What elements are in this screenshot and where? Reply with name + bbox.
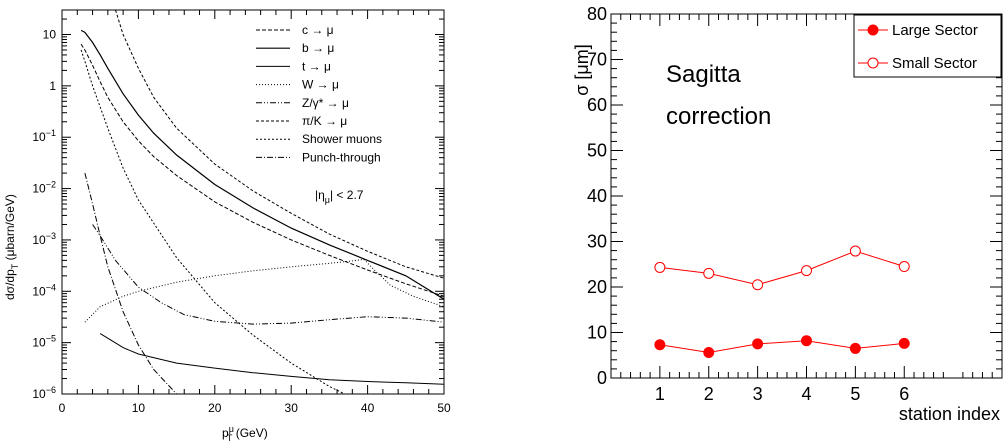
eta-cut-annotation: |ημ| < 2.7 [315, 188, 364, 205]
legend-marker-1 [867, 57, 879, 69]
series-line-7 [84, 172, 177, 394]
y-tick-label: 30 [587, 232, 607, 252]
y-tick-label: 0 [597, 368, 607, 388]
data-point [898, 337, 910, 349]
legend: c → μ b → μ t → μ W → μ Z/γ* → μ π/K → μ Showe… [256, 23, 382, 164]
legend-label-1: b → μ [302, 41, 334, 55]
legend-label-7: Punch-through [302, 150, 381, 164]
chart-title-line-2: correction [666, 103, 771, 130]
axes: 0 10 20 30 40 50 10 1 10−1 10−2 10−3 10−4 10−5 10−6 [32, 9, 451, 415]
series-line-3 [84, 258, 444, 323]
legend-label-3: W → μ [302, 78, 339, 92]
legend-label-5: π/K → μ [302, 114, 347, 128]
data-point [801, 335, 812, 347]
y-tick-label: 60 [587, 95, 607, 115]
chart-title-line-1: Sagitta [666, 61, 741, 88]
y-tick-label: 10 [587, 323, 607, 343]
sagitta-correction-chart: 0 10 20 30 40 50 60 70 80 1 2 3 4 5 6 Sagitta correcti… [572, 4, 1003, 424]
x-tick-label: 5 [850, 384, 860, 404]
series-line-6 [80, 49, 345, 394]
y-tick-label: 10−2 [32, 180, 56, 196]
x-axis-label: pμ T (GeV) [222, 424, 268, 443]
data-point [752, 279, 764, 291]
data-point [849, 245, 861, 257]
y-tick-label: 10 [43, 28, 57, 42]
series-markers [654, 245, 910, 359]
x-tick-label: 2 [704, 384, 714, 404]
data-point [703, 347, 715, 359]
data-point [849, 342, 861, 354]
series-line-4 [92, 224, 444, 325]
x-tick-label: 20 [208, 401, 222, 415]
data-point [752, 338, 764, 350]
legend-label-0: c → μ [302, 23, 334, 37]
series-line-1 [659, 250, 905, 286]
legend-label-0: Large Sector [892, 22, 978, 39]
y-tick-label: 10−1 [32, 128, 56, 144]
x-tick-label: 3 [753, 384, 763, 404]
axes: 0 10 20 30 40 50 60 70 80 1 2 3 4 5 6 [587, 4, 1002, 404]
y-tick-label: 80 [587, 4, 607, 24]
x-tick-label: 6 [899, 384, 909, 404]
y-tick-label: 10−4 [32, 282, 56, 298]
legend: Large Sector Small Sector [853, 14, 1002, 78]
series-line-5 [115, 10, 444, 279]
y-tick-label: 20 [587, 277, 607, 297]
legend-label-4: Z/γ* → μ [302, 96, 349, 110]
y-tick-label: 10−3 [32, 231, 56, 247]
y-tick-label: 70 [587, 50, 607, 70]
y-tick-label: 10−5 [32, 334, 56, 350]
x-tick-label: 50 [437, 401, 451, 415]
y-axis-label: σ [μm] [572, 44, 592, 95]
legend-label-6: Shower muons [302, 132, 382, 146]
x-tick-label: 1 [655, 384, 665, 404]
y-tick-label: 1 [49, 79, 56, 93]
plot-frame [61, 9, 445, 395]
data-point [703, 267, 715, 279]
legend-marker-0 [867, 24, 879, 36]
legend-label-2: t → μ [302, 59, 331, 73]
x-tick-label: 40 [361, 401, 375, 415]
series-line-2 [99, 333, 444, 385]
y-tick-label: 50 [587, 141, 607, 161]
series-line-1 [80, 29, 444, 300]
data-point [898, 261, 910, 273]
muon-spectrum-chart: 0 10 20 30 40 50 10 1 10−1 10−2 10−3 10−4 10−5 10−6 c… [3, 9, 451, 443]
data-point [654, 261, 666, 273]
series-line-0 [80, 43, 444, 297]
series-line-0 [659, 340, 905, 354]
y-tick-label: 10−6 [32, 385, 56, 401]
y-axis-label: dσ/dpT (μbarn/GeV) [3, 194, 20, 300]
data-point [654, 339, 666, 351]
x-tick-label: 10 [132, 401, 146, 415]
y-tick-label: 40 [587, 186, 607, 206]
data-point [801, 265, 812, 277]
x-tick-label: 30 [285, 401, 299, 415]
legend-label-1: Small Sector [892, 55, 977, 72]
series-curves [80, 10, 444, 394]
x-axis-label: station index [899, 404, 1000, 424]
x-tick-label: 0 [59, 401, 66, 415]
legend-box [853, 14, 1002, 78]
x-tick-label: 4 [801, 384, 811, 404]
